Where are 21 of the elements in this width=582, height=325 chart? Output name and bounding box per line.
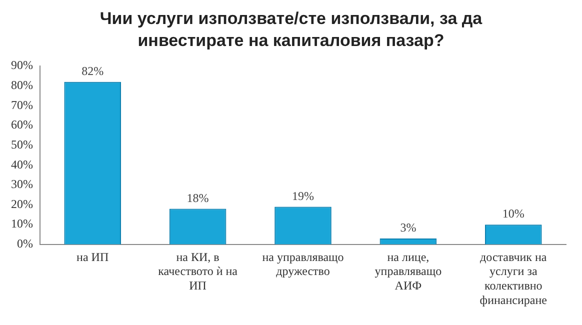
data-label: 3% xyxy=(400,220,416,235)
x-tick-label: на лице, управляващо АИФ xyxy=(374,250,442,293)
y-tick-label: 20% xyxy=(10,196,33,211)
y-tick-label: 40% xyxy=(10,157,33,172)
y-tick-label: 30% xyxy=(10,177,33,192)
data-label: 10% xyxy=(502,206,524,221)
data-label: 82% xyxy=(82,64,104,78)
y-tick-label: 0% xyxy=(16,236,33,251)
data-label: 18% xyxy=(186,190,209,205)
x-tick-label: на ИП xyxy=(76,250,109,264)
chart-title: Чии услуги използвате/сте използвали, за да инвестирате на капиталовия пазар? xyxy=(98,8,484,52)
x-tick-label: доставчик на услуги за колективно финансиране xyxy=(480,250,548,307)
y-tick-label: 60% xyxy=(10,118,33,132)
y-tick-label: 80% xyxy=(10,78,33,92)
y-tick-label: 10% xyxy=(10,216,33,231)
y-tick-label: 90% xyxy=(10,58,33,72)
y-tick-label: 50% xyxy=(10,137,33,152)
y-tick-label: 70% xyxy=(10,98,33,112)
x-tick-label: на КИ, в качеството ѝ на ИП xyxy=(158,250,238,293)
x-tick-label: на управляващо дружество xyxy=(262,250,344,278)
data-label: 19% xyxy=(292,188,314,203)
